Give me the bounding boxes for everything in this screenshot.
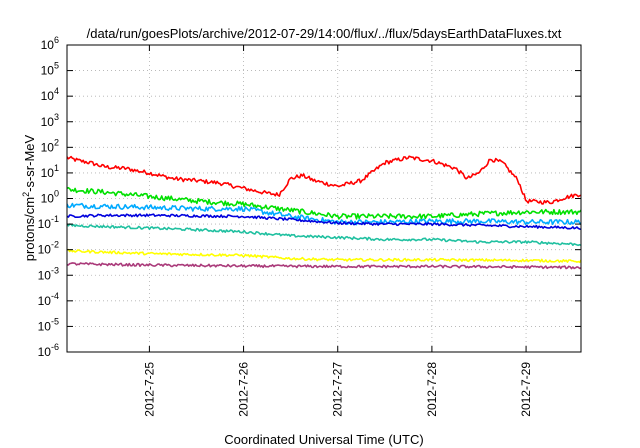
- y-tick-base: 10: [38, 345, 52, 359]
- series-line-3: [67, 202, 581, 226]
- y-tick-base: 10: [41, 38, 55, 52]
- y-tick-label: 10-2: [38, 240, 59, 257]
- y-tick-exponent: 5: [54, 61, 59, 71]
- y-tick-label: 103: [41, 112, 59, 129]
- y-tick-base: 10: [41, 140, 55, 154]
- y-axis-label-sup: 2: [21, 192, 31, 197]
- x-tick-label: 2012-7-27: [331, 362, 345, 417]
- series-line-7: [67, 262, 581, 270]
- y-tick-label: 104: [41, 86, 59, 103]
- y-tick-base: 10: [41, 89, 55, 103]
- y-tick-label: 10-3: [38, 265, 59, 282]
- y-tick-label: 10-1: [38, 214, 59, 231]
- series-line-1: [67, 155, 581, 205]
- y-tick-exponent: 1: [54, 163, 59, 173]
- y-tick-label: 100: [41, 189, 59, 206]
- y-tick-base: 10: [41, 192, 55, 206]
- y-tick-exponent: 2: [54, 137, 59, 147]
- x-tick-label: 2012-7-29: [519, 362, 533, 417]
- y-tick-base: 10: [38, 294, 52, 308]
- y-tick-label: 101: [41, 163, 59, 180]
- y-axis-label: protons/cm2-s-sr-MeV: [21, 134, 37, 261]
- series-line-4: [67, 213, 581, 231]
- series-line-6: [67, 248, 581, 264]
- chart-title: /data/run/goesPlots/archive/2012-07-29/1…: [87, 26, 562, 41]
- x-axis-ticks: 2012-7-25 2012-7-26 2012-7-27 2012-7-28 2012…: [142, 45, 533, 417]
- y-tick-exponent: -3: [51, 265, 59, 275]
- y-tick-exponent: -6: [51, 342, 59, 352]
- y-tick-label: 10-4: [38, 291, 59, 308]
- y-tick-exponent: 6: [54, 35, 59, 45]
- y-tick-exponent: -5: [51, 316, 59, 326]
- series-layer: [67, 155, 581, 270]
- y-tick-label: 102: [41, 137, 59, 154]
- y-axis-label-tail: -s-sr-MeV: [22, 134, 37, 191]
- y-tick-base: 10: [38, 268, 52, 282]
- y-tick-base: 10: [41, 64, 55, 78]
- series-line-2: [67, 186, 581, 220]
- x-tick-label: 2012-7-26: [237, 362, 251, 417]
- y-tick-base: 10: [38, 243, 52, 257]
- grid-lines: [67, 45, 581, 352]
- y-tick-exponent: -2: [51, 240, 59, 250]
- x-tick-label: 2012-7-25: [142, 362, 156, 417]
- y-tick-base: 10: [38, 319, 52, 333]
- series-line-5: [67, 223, 581, 247]
- y-tick-label: 10-5: [38, 316, 59, 333]
- y-tick-exponent: -4: [51, 291, 59, 301]
- y-tick-exponent: 0: [54, 189, 59, 199]
- x-axis-label: Coordinated Universal Time (UTC): [224, 432, 423, 447]
- y-tick-label: 106: [41, 35, 59, 52]
- y-tick-exponent: 4: [54, 86, 59, 96]
- y-tick-exponent: -1: [51, 214, 59, 224]
- y-tick-base: 10: [41, 166, 55, 180]
- y-axis-ticks: 10-610-510-410-310-210-11001011021031041…: [38, 35, 581, 359]
- y-tick-base: 10: [41, 115, 55, 129]
- y-tick-base: 10: [38, 217, 52, 231]
- y-axis-label-base: protons/cm: [22, 197, 37, 261]
- x-tick-label: 2012-7-28: [425, 362, 439, 417]
- y-tick-label: 10-6: [38, 342, 59, 359]
- y-tick-label: 105: [41, 61, 59, 78]
- y-tick-exponent: 3: [54, 112, 59, 122]
